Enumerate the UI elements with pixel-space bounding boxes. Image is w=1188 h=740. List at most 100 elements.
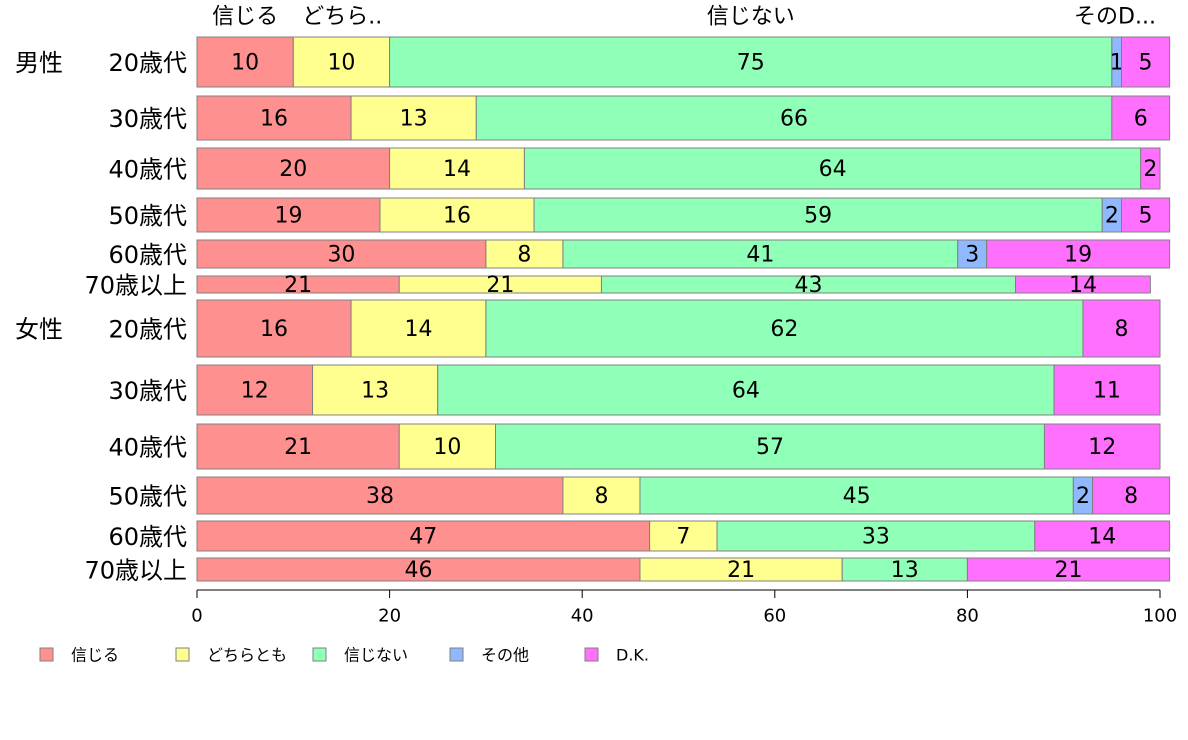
- bar-segment: [437, 364, 1055, 416]
- x-tick-label: 0: [191, 606, 202, 627]
- data-label: 75: [737, 51, 765, 76]
- data-label: 8: [1114, 317, 1128, 342]
- data-label: 62: [770, 317, 798, 342]
- data-label: 8: [594, 484, 608, 509]
- data-label: 8: [1124, 484, 1138, 509]
- bar-segment: [196, 299, 352, 358]
- data-label: 16: [260, 317, 288, 342]
- bar-segment: [523, 147, 1142, 190]
- data-label: 12: [1088, 435, 1116, 460]
- category-label: 20歳代: [108, 316, 187, 344]
- data-label: 66: [780, 107, 808, 132]
- data-label: 3: [965, 243, 979, 268]
- legend-label: D.K.: [616, 646, 649, 665]
- bar-segment: [196, 147, 391, 190]
- bar-segment: [1120, 197, 1171, 233]
- legend-label: その他: [481, 646, 529, 665]
- bar-segment: [485, 299, 1084, 358]
- bar-segment: [639, 476, 1074, 515]
- data-label: 64: [819, 157, 847, 182]
- legend-swatch: [175, 647, 190, 662]
- data-label: 10: [327, 51, 355, 76]
- category-label: 20歳代: [108, 49, 187, 77]
- category-label: 70歳以上: [84, 557, 187, 585]
- data-label: 14: [404, 317, 432, 342]
- data-label: 5: [1139, 51, 1153, 76]
- data-label: 14: [1069, 273, 1097, 298]
- data-label: 33: [862, 525, 890, 550]
- x-tick-label: 100: [1143, 606, 1177, 627]
- top-label: その: [1074, 5, 1118, 30]
- bar-segment: [1082, 299, 1161, 358]
- data-label: 14: [1088, 525, 1116, 550]
- data-label: 41: [746, 243, 774, 268]
- bar-segment: [495, 423, 1045, 470]
- bar-segment: [986, 239, 1171, 269]
- data-label: 2: [1076, 484, 1090, 509]
- category-label: 70歳以上: [84, 272, 187, 300]
- legend-label: どちらとも: [207, 646, 287, 665]
- data-label: 21: [727, 558, 755, 583]
- data-label: 13: [891, 558, 919, 583]
- top-label: D...: [1118, 5, 1156, 30]
- data-label: 1: [1110, 51, 1124, 76]
- top-label: どちら..: [302, 5, 382, 30]
- legend-swatch: [584, 647, 599, 662]
- data-label: 11: [1093, 379, 1121, 404]
- x-tick-label: 40: [571, 606, 594, 627]
- group-label: 女性: [15, 316, 63, 344]
- x-tick-label: 60: [763, 606, 786, 627]
- data-label: 21: [1055, 558, 1083, 583]
- bar-segment: [350, 95, 477, 141]
- bar-segment: [716, 520, 1036, 552]
- category-label: 50歳代: [108, 483, 187, 511]
- data-label: 59: [804, 204, 832, 229]
- bar-segment: [1120, 36, 1171, 88]
- bar-segment: [1015, 275, 1151, 294]
- bar-segment: [966, 557, 1171, 582]
- bar-segment: [196, 95, 352, 141]
- legend-label: 信じない: [344, 646, 408, 665]
- data-label: 30: [327, 243, 355, 268]
- bar-segment: [196, 520, 651, 552]
- bar-segment: [957, 239, 988, 269]
- bar-segment: [389, 36, 1113, 88]
- data-label: 2: [1143, 157, 1157, 182]
- x-tick-label: 80: [956, 606, 979, 627]
- bar-segment: [196, 239, 487, 269]
- top-label: 信じる: [212, 5, 278, 30]
- data-label: 46: [404, 558, 432, 583]
- data-label: 12: [241, 379, 269, 404]
- data-label: 21: [486, 273, 514, 298]
- bar-segment: [398, 423, 497, 470]
- data-label: 19: [274, 204, 302, 229]
- data-label: 47: [409, 525, 437, 550]
- bar-segment: [1053, 364, 1161, 416]
- bar-segment: [1140, 147, 1161, 190]
- bar-segment: [649, 520, 718, 552]
- bar-segment: [1092, 476, 1171, 515]
- bar-segment: [485, 239, 564, 269]
- data-label: 14: [443, 157, 471, 182]
- data-label: 45: [843, 484, 871, 509]
- data-label: 13: [400, 107, 428, 132]
- bar-segment: [533, 197, 1103, 233]
- bar-segment: [475, 95, 1113, 141]
- bar-segment: [562, 239, 959, 269]
- category-label: 30歳代: [108, 377, 187, 405]
- data-label: 19: [1064, 243, 1092, 268]
- bar-segment: [1111, 95, 1171, 141]
- data-label: 7: [676, 525, 690, 550]
- data-label: 21: [284, 273, 312, 298]
- data-label: 10: [433, 435, 461, 460]
- data-label: 10: [231, 51, 259, 76]
- category-label: 30歳代: [108, 105, 187, 133]
- category-label: 40歳代: [108, 156, 187, 184]
- data-label: 13: [361, 379, 389, 404]
- bar-segment: [312, 364, 439, 416]
- bar-segment: [1034, 520, 1171, 552]
- data-label: 6: [1134, 107, 1148, 132]
- x-tick-label: 20: [378, 606, 401, 627]
